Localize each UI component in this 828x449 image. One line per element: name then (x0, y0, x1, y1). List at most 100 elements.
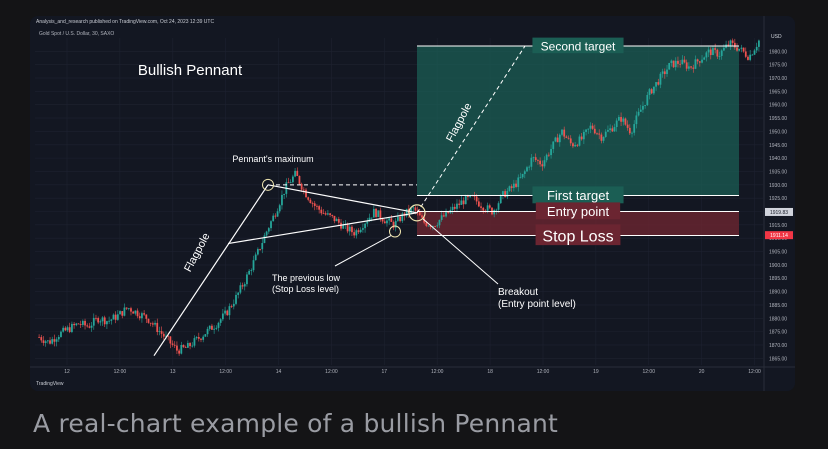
candle-body (270, 221, 272, 229)
price-badge (765, 207, 793, 216)
candle-body (609, 128, 612, 131)
candle-body (598, 133, 601, 135)
candle-body (692, 67, 695, 69)
candle-body (488, 205, 491, 208)
candle-body (688, 66, 690, 69)
x-tick-label: 12:00 (325, 369, 338, 375)
candle-body (659, 73, 662, 85)
candle-body (742, 47, 745, 52)
chart-canvas: 1865.00 1870.00 1875.00 1880.00 1885.00 1890.… (30, 16, 795, 391)
candle-body (604, 131, 607, 137)
candle-body (79, 324, 82, 325)
candle-body (204, 334, 207, 337)
breakout-arrow (422, 218, 499, 285)
candle-body (648, 89, 651, 95)
candle-body (749, 54, 752, 60)
y-tick-label: 1940.00 (769, 156, 787, 162)
candle-body (677, 60, 679, 64)
x-tick-label: 18 (487, 369, 493, 375)
candle-body (267, 228, 270, 232)
candle-body (388, 218, 391, 221)
candle-body (617, 116, 620, 121)
candle-body (38, 336, 40, 338)
candle-body (607, 130, 609, 132)
candle-body (313, 203, 316, 206)
candle-body (160, 331, 163, 334)
candle-body (447, 211, 450, 214)
flagpole-line (153, 184, 269, 356)
y-tick-label: 1890.00 (769, 290, 787, 296)
candle-body (147, 318, 150, 323)
candle-body (534, 157, 537, 161)
candle-body (180, 345, 183, 354)
candle-body (362, 228, 364, 230)
candle-body (657, 82, 660, 85)
candle-body (690, 66, 692, 68)
candle-body (523, 171, 526, 174)
candle-body (596, 133, 598, 135)
candle-body (541, 164, 544, 167)
candle-body (86, 325, 89, 327)
x-tick-label: 17 (382, 369, 388, 375)
price-badge (765, 231, 793, 240)
candle-body (254, 254, 257, 261)
candle-body (75, 323, 78, 326)
y-tick-label: 1880.00 (769, 316, 787, 322)
x-tick-label: 12:00 (748, 369, 761, 375)
candle-body (381, 218, 384, 222)
candle-body (602, 136, 605, 141)
candle-body (727, 44, 730, 46)
candle-body (530, 157, 533, 167)
candle-body (646, 94, 649, 106)
y-tick-label: 1925.00 (769, 196, 787, 202)
candle-body (309, 199, 312, 203)
candle-body (635, 115, 638, 125)
candle-body (456, 203, 458, 209)
candle-body (197, 337, 200, 339)
candle-body (119, 311, 121, 315)
candle-body (127, 308, 130, 310)
candle-body (158, 331, 161, 333)
y-tick-label: 1895.00 (769, 276, 787, 282)
candle-body (108, 320, 110, 322)
candle-body (451, 206, 454, 210)
candle-body (644, 105, 647, 106)
candle-body (703, 57, 706, 60)
candle-body (134, 310, 137, 314)
candle-body (208, 325, 211, 329)
entry-point-label-bg (535, 202, 621, 220)
candle-body (429, 225, 432, 227)
candle-body (445, 211, 447, 217)
candle-body (272, 215, 275, 222)
candle-body (366, 221, 369, 224)
candle-body (370, 217, 373, 219)
candle-body (593, 128, 596, 134)
candle-body (519, 177, 522, 179)
y-tick-label: 1980.00 (769, 49, 787, 55)
candle-body (585, 129, 587, 132)
candle-body (88, 326, 91, 328)
candle-body (368, 217, 371, 222)
candle-body (694, 59, 697, 69)
candle-body (235, 294, 237, 304)
candle-body (672, 60, 675, 68)
candle-body (357, 230, 360, 233)
candle-body (333, 215, 336, 222)
first-target-label: First target (547, 188, 610, 203)
candle-body (569, 138, 572, 144)
y-tick-label: 1865.00 (769, 356, 787, 362)
y-tick-label: 1970.00 (769, 76, 787, 82)
y-tick-label: 1935.00 (769, 169, 787, 175)
y-tick-label: 1910.00 (769, 236, 787, 242)
candle-body (410, 208, 412, 214)
candle-body (493, 209, 496, 215)
candle-body (130, 308, 132, 312)
x-tick-label: 20 (699, 369, 705, 375)
candle-body (709, 49, 712, 56)
candle-body (173, 344, 176, 346)
candle-body (219, 319, 222, 323)
candle-body (346, 223, 349, 232)
candle-body (453, 206, 456, 209)
candle-body (169, 336, 172, 344)
candle-body (337, 219, 340, 223)
